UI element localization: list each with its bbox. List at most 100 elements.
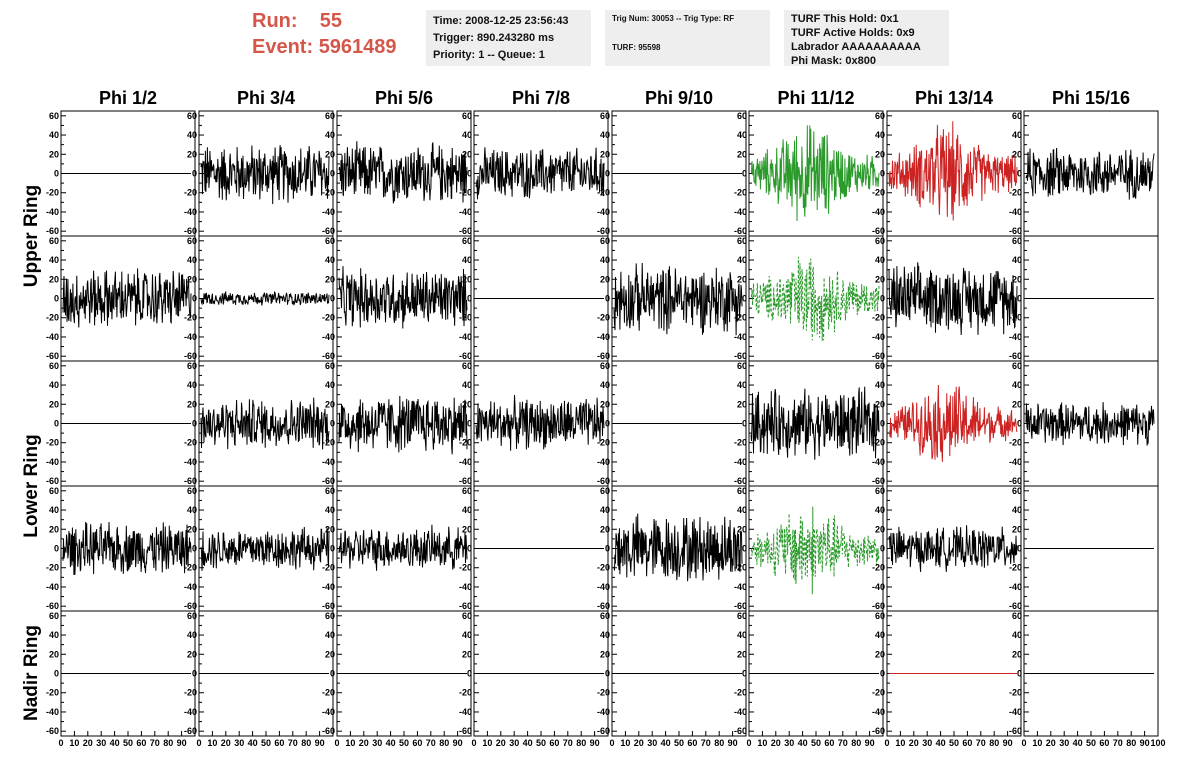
ring-label: Nadir Ring: [21, 625, 42, 721]
x-tick-label: 60: [549, 738, 559, 748]
y-tick-label: -40: [734, 332, 747, 342]
x-tick-label: 20: [496, 738, 506, 748]
y-tick-label: -60: [1009, 476, 1022, 486]
y-tick-label: -40: [1009, 457, 1022, 467]
y-tick-label: 60: [187, 611, 197, 621]
x-tick-label: 60: [962, 738, 972, 748]
x-tick-label: 40: [248, 738, 258, 748]
y-tick-label: -20: [597, 313, 610, 323]
x-tick-label: 70: [701, 738, 711, 748]
y-tick-label: 60: [462, 486, 472, 496]
y-tick-label: 20: [1012, 274, 1022, 284]
y-tick-label: -20: [872, 188, 885, 198]
x-tick-label: 30: [1059, 738, 1069, 748]
y-tick-label: -20: [597, 563, 610, 573]
y-tick-label: -40: [734, 207, 747, 217]
y-tick-label: -60: [184, 226, 197, 236]
y-tick-label: 60: [737, 111, 747, 121]
column-title: Phi 3/4: [237, 88, 295, 108]
waveform-trace: [750, 256, 880, 341]
y-tick-label: 20: [737, 274, 747, 284]
x-tick-label: 60: [824, 738, 834, 748]
y-tick-label: 20: [49, 149, 59, 159]
y-tick-label: -60: [184, 476, 197, 486]
x-tick-label: 0: [471, 738, 476, 748]
y-tick-label: 40: [462, 130, 472, 140]
y-tick-label: 60: [875, 486, 885, 496]
y-tick-label: -40: [184, 332, 197, 342]
y-tick-label: 20: [49, 399, 59, 409]
waveform-trace: [475, 147, 605, 200]
y-tick-label: -20: [46, 438, 59, 448]
y-tick-label: -40: [322, 457, 335, 467]
y-tick-label: -20: [459, 688, 472, 698]
y-tick-label: 60: [1012, 486, 1022, 496]
y-tick-label: -20: [459, 563, 472, 573]
x-tick-label: 70: [1113, 738, 1123, 748]
y-tick-label: -60: [872, 476, 885, 486]
y-tick-label: -60: [322, 601, 335, 611]
x-tick-label: 70: [976, 738, 986, 748]
y-tick-label: 0: [330, 669, 335, 679]
y-tick-label: 60: [49, 236, 59, 246]
waveform-trace: [888, 121, 1018, 221]
y-tick-label: -60: [597, 226, 610, 236]
y-tick-label: -60: [459, 601, 472, 611]
x-tick-label: 90: [315, 738, 325, 748]
y-tick-label: -20: [734, 188, 747, 198]
y-tick-label: 60: [600, 111, 610, 121]
y-tick-label: 20: [737, 149, 747, 159]
y-tick-label: -60: [322, 351, 335, 361]
y-tick-label: -60: [1009, 351, 1022, 361]
y-tick-label: 60: [187, 111, 197, 121]
x-tick-label: 80: [714, 738, 724, 748]
y-tick-label: -60: [459, 226, 472, 236]
waveform-trace: [62, 268, 192, 328]
x-tick-label: 0: [1021, 738, 1026, 748]
x-tick-label: 50: [261, 738, 271, 748]
y-tick-label: 60: [737, 611, 747, 621]
y-tick-label: -40: [459, 332, 472, 342]
x-tick-label: 50: [536, 738, 546, 748]
waveform-trace: [200, 145, 330, 205]
turf-info-box: TURF This Hold: 0x1 TURF Active Holds: 0…: [784, 10, 949, 67]
x-tick-label: 0: [58, 738, 63, 748]
x-tick-label: 0: [196, 738, 201, 748]
y-tick-label: -40: [46, 707, 59, 717]
x-tick-label: 50: [674, 738, 684, 748]
x-tick-label: 0: [746, 738, 751, 748]
x-tick-label: 30: [509, 738, 519, 748]
y-tick-label: -20: [872, 688, 885, 698]
x-tick-label: 10: [620, 738, 630, 748]
y-tick-label: -40: [872, 332, 885, 342]
y-tick-label: -60: [46, 226, 59, 236]
y-tick-label: -20: [184, 313, 197, 323]
y-tick-label: -60: [734, 601, 747, 611]
y-tick-label: 0: [192, 544, 197, 554]
y-tick-label: -40: [734, 582, 747, 592]
y-tick-label: 40: [875, 630, 885, 640]
y-tick-label: -20: [1009, 438, 1022, 448]
y-tick-label: 0: [880, 544, 885, 554]
y-tick-label: -40: [597, 457, 610, 467]
run-value: 55: [319, 10, 343, 32]
waveform-trace: [1025, 147, 1155, 200]
turf-hold-text: TURF This Hold: 0x1: [791, 13, 899, 25]
time-info-box: Time: 2008-12-25 23:56:43 Trigger: 890.2…: [426, 10, 591, 66]
x-tick-label: 10: [757, 738, 767, 748]
y-tick-label: -60: [459, 476, 472, 486]
x-tick-label: 80: [989, 738, 999, 748]
column-title: Phi 15/16: [1052, 88, 1130, 108]
y-tick-label: 40: [325, 505, 335, 515]
waveform-trace: [338, 395, 468, 455]
y-tick-label: 40: [1012, 130, 1022, 140]
y-tick-label: -60: [734, 351, 747, 361]
y-tick-label: -60: [46, 726, 59, 736]
ring-label: Lower Ring: [21, 434, 42, 537]
column-title: Phi 1/2: [99, 88, 157, 108]
x-tick-label: 70: [838, 738, 848, 748]
y-tick-label: 60: [737, 236, 747, 246]
phi-mask-text: Phi Mask: 0x800: [791, 55, 876, 67]
x-tick-label: 40: [110, 738, 120, 748]
y-tick-label: -20: [184, 188, 197, 198]
